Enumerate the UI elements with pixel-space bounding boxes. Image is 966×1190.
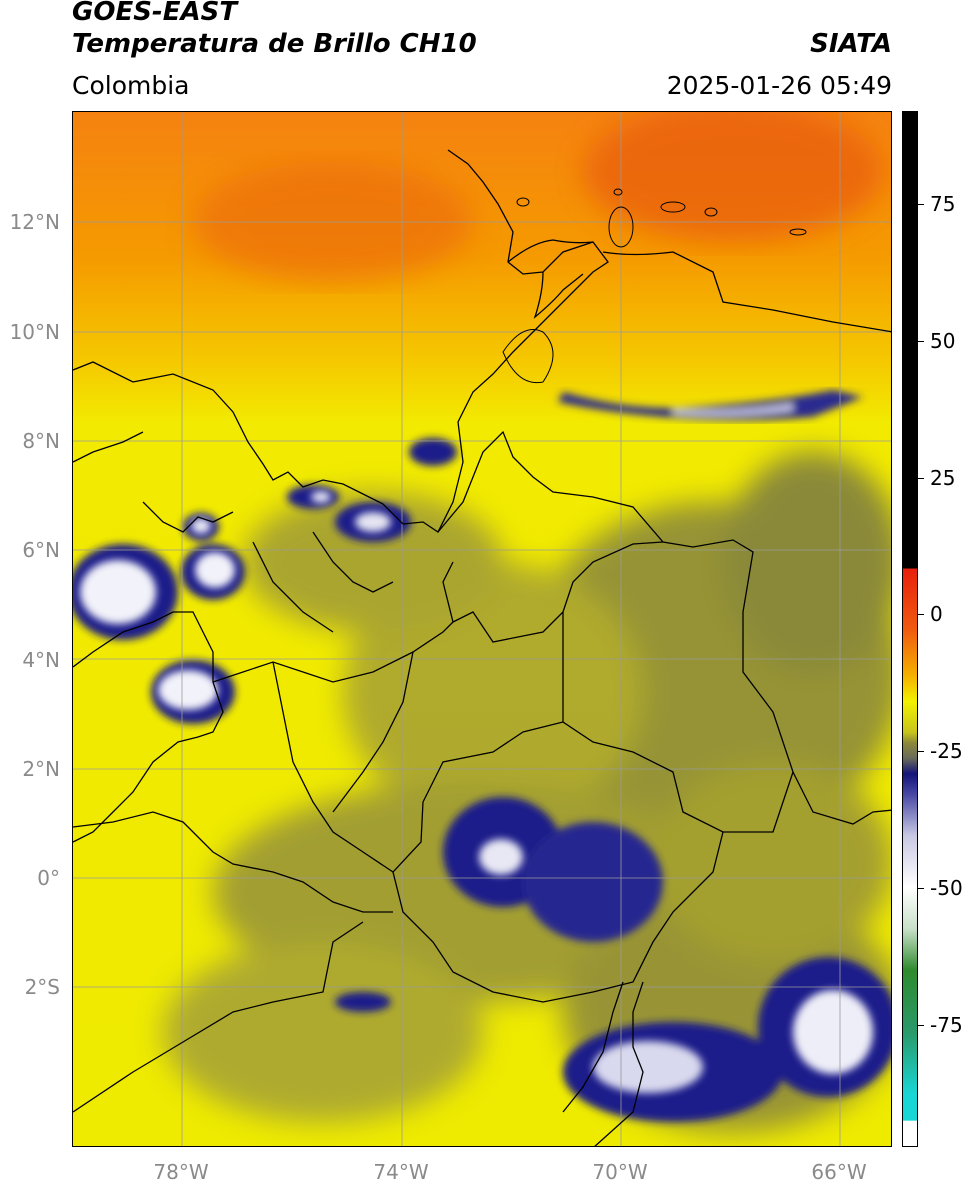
colorbar-tick [918,478,924,479]
region-label: Colombia [72,71,190,100]
colorbar-tick [918,204,924,205]
cold-cloud-band [558,390,863,421]
lon-label-74W: 74°W [373,1160,429,1184]
datetime-label: 2025-01-26 05:49 [666,71,892,100]
colorbar-tick [918,1025,924,1026]
satellite-map[interactable] [72,111,892,1147]
colorbar-gradient [903,112,917,1146]
colorbar-label-75: 75 [930,192,956,216]
colorbar-tick [918,341,924,342]
lat-label-8N: 8°N [22,429,60,453]
lat-label-0: 0° [37,866,60,890]
temperature-colorbar [902,111,918,1147]
map-title-product: Temperatura de Brillo CH10 [72,29,477,59]
lat-label-10N: 10°N [9,320,60,344]
lat-label-12N: 12°N [9,210,60,234]
lat-label-2S: 2°S [24,975,60,999]
lon-label-66W: 66°W [811,1160,867,1184]
map-title-satellite: GOES-EAST [72,0,238,27]
brand-label: SIATA [810,29,892,59]
colorbar-tick [918,888,924,889]
colorbar-label-50: 50 [930,329,956,353]
convective-cells [73,438,891,1122]
lat-label-6N: 6°N [22,538,60,562]
olive-cloud-field [163,452,891,1132]
colorbar-label-25: 25 [930,466,956,490]
lat-label-4N: 4°N [22,648,60,672]
map-image [73,112,891,1146]
graticule [73,112,891,1146]
colorbar-label-minus75: -75 [930,1013,963,1037]
colorbar-label-minus25: -25 [930,739,963,763]
lat-label-2N: 2°N [22,757,60,781]
colorbar-label-0: 0 [930,602,943,626]
lon-label-78W: 78°W [153,1160,209,1184]
islands [502,188,807,384]
colorbar-tick [918,751,924,752]
colorbar-label-minus50: -50 [930,876,963,900]
country-borders [73,149,891,1146]
lon-label-70W: 70°W [592,1160,648,1184]
colorbar-tick [918,614,924,615]
